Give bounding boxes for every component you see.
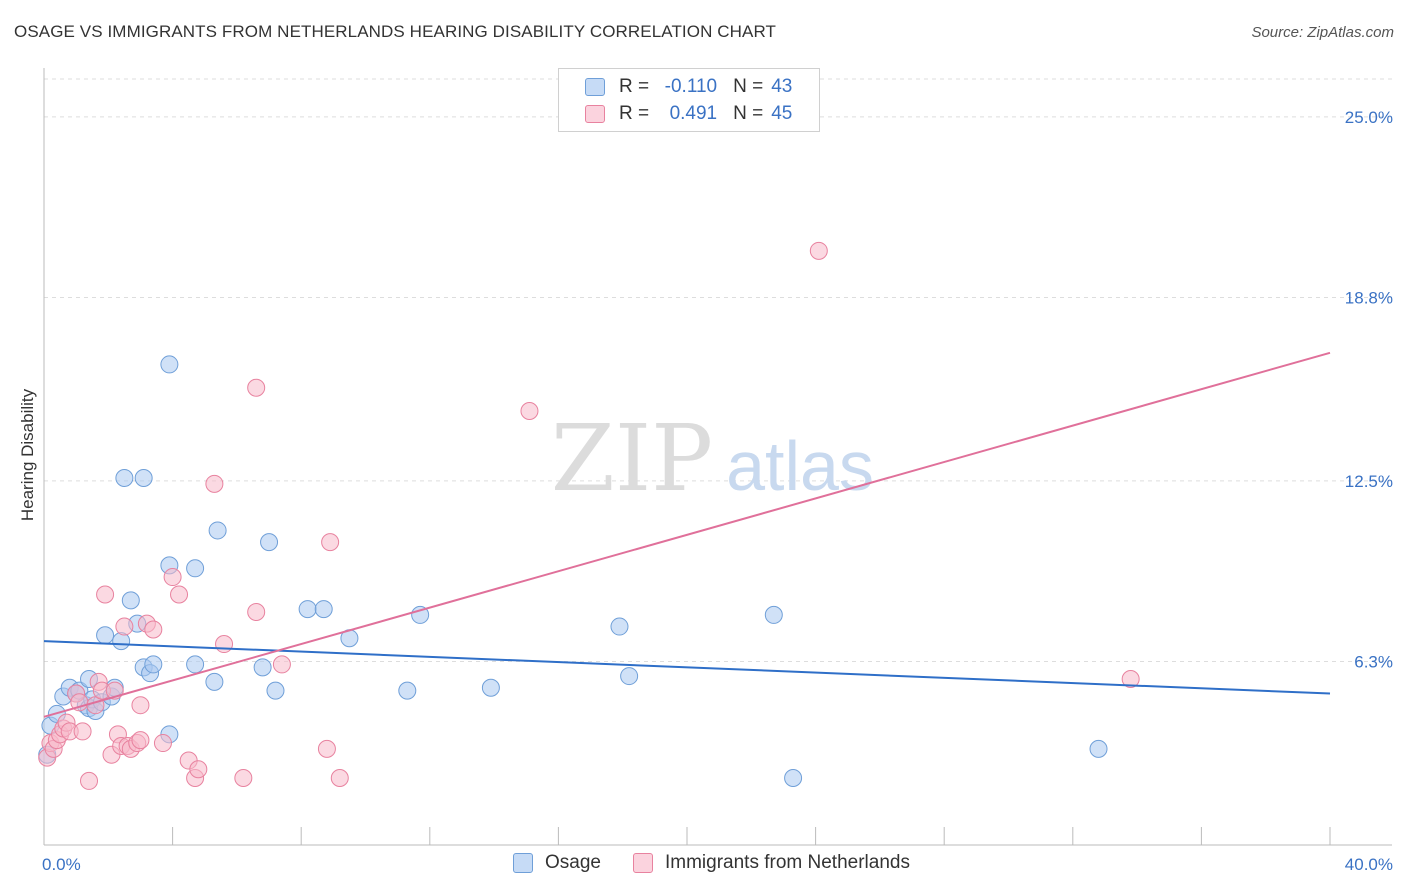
osage-point — [398, 681, 417, 700]
legend-n-label: N = — [733, 76, 764, 97]
series-legend: Osage Immigrants from Netherlands — [0, 852, 1406, 878]
axes — [43, 68, 1392, 846]
netherlands-point — [189, 760, 208, 779]
osage-point — [134, 469, 153, 488]
osage-point — [115, 469, 134, 488]
netherlands-point — [1121, 669, 1140, 688]
legend-r-label: R = — [619, 76, 650, 97]
gridlines — [44, 78, 1392, 663]
netherlands-trend-line — [43, 351, 1331, 718]
x-tick-label: 40.0% — [1345, 855, 1393, 874]
netherlands-point — [247, 602, 266, 621]
osage-point — [620, 667, 639, 686]
netherlands-point — [234, 769, 253, 788]
osage-point — [144, 655, 163, 674]
netherlands-point — [809, 241, 828, 260]
series-swatch-netherlands — [633, 853, 653, 873]
chart-title: OSAGE VS IMMIGRANTS FROM NETHERLANDS HEA… — [14, 22, 777, 41]
osage-point — [1089, 739, 1108, 758]
osage-point — [298, 600, 317, 619]
y-tick-label: 6.3% — [1354, 653, 1393, 672]
netherlands-point — [215, 635, 234, 654]
netherlands-point — [131, 696, 150, 715]
osage-point — [481, 678, 500, 697]
legend-n-label: N = — [733, 103, 764, 124]
netherlands-point — [163, 568, 182, 587]
osage-point — [784, 769, 803, 788]
legend-n-value: 43 — [771, 76, 793, 97]
netherlands-point — [317, 739, 336, 758]
netherlands-point — [321, 533, 340, 552]
netherlands-point — [153, 734, 172, 753]
netherlands-point — [205, 474, 224, 493]
netherlands-point — [131, 731, 150, 750]
netherlands-point — [73, 722, 92, 741]
legend-row-netherlands: R = 0.491 N = 45 — [585, 102, 792, 126]
series-legend-netherlands[interactable]: Immigrants from Netherlands — [633, 852, 910, 874]
osage-point — [253, 658, 272, 677]
osage-point — [610, 617, 629, 636]
netherlands-point — [272, 655, 291, 674]
netherlands-point — [170, 585, 189, 604]
watermark-atlas: atlas — [726, 427, 874, 505]
legend-swatch-osage — [585, 78, 605, 96]
y-tick-label: 18.8% — [1345, 288, 1393, 307]
osage-point — [186, 655, 205, 674]
netherlands-point — [247, 378, 266, 397]
osage-point — [314, 600, 333, 619]
osage-point — [764, 605, 783, 624]
legend-r-value: -0.110 — [664, 76, 718, 97]
legend-r-value: 0.491 — [669, 103, 718, 124]
legend-swatch-netherlands — [585, 105, 605, 123]
osage-point — [266, 681, 285, 700]
legend-r-label: R = — [619, 103, 650, 124]
correlation-legend: R = -0.110 N = 43 R = 0.491 N = 45 — [558, 68, 820, 132]
x-tick-label: 0.0% — [42, 855, 81, 874]
data-points — [38, 241, 1140, 790]
netherlands-point — [520, 402, 539, 421]
netherlands-point — [144, 620, 163, 639]
legend-row-osage: R = -0.110 N = 43 — [585, 75, 792, 99]
osage-point — [96, 626, 115, 645]
trend-lines — [43, 351, 1331, 718]
osage-point — [160, 355, 179, 374]
series-swatch-osage — [513, 853, 533, 873]
osage-trend-line — [43, 640, 1331, 695]
series-legend-osage[interactable]: Osage — [513, 852, 601, 874]
osage-point — [260, 533, 279, 552]
watermark: ZIP atlas — [551, 405, 874, 512]
source-label: Source: ZipAtlas.com — [1251, 24, 1394, 41]
y-tick-label: 12.5% — [1345, 472, 1393, 491]
watermark-zip: ZIP — [551, 405, 713, 512]
series-label-netherlands: Immigrants from Netherlands — [665, 852, 910, 873]
y-tick-label: 25.0% — [1345, 108, 1393, 127]
osage-point — [186, 559, 205, 578]
legend-n-value: 45 — [771, 103, 793, 124]
netherlands-point — [330, 769, 349, 788]
netherlands-point — [96, 585, 115, 604]
series-label-osage: Osage — [545, 852, 601, 873]
osage-point — [205, 672, 224, 691]
netherlands-point — [80, 771, 99, 790]
tick-labels: 6.3% 12.5% 18.8% 25.0% 0.0% 40.0% — [42, 108, 1393, 874]
osage-point — [112, 632, 131, 651]
netherlands-point — [115, 617, 134, 636]
osage-point — [121, 591, 140, 610]
osage-point — [208, 521, 227, 540]
